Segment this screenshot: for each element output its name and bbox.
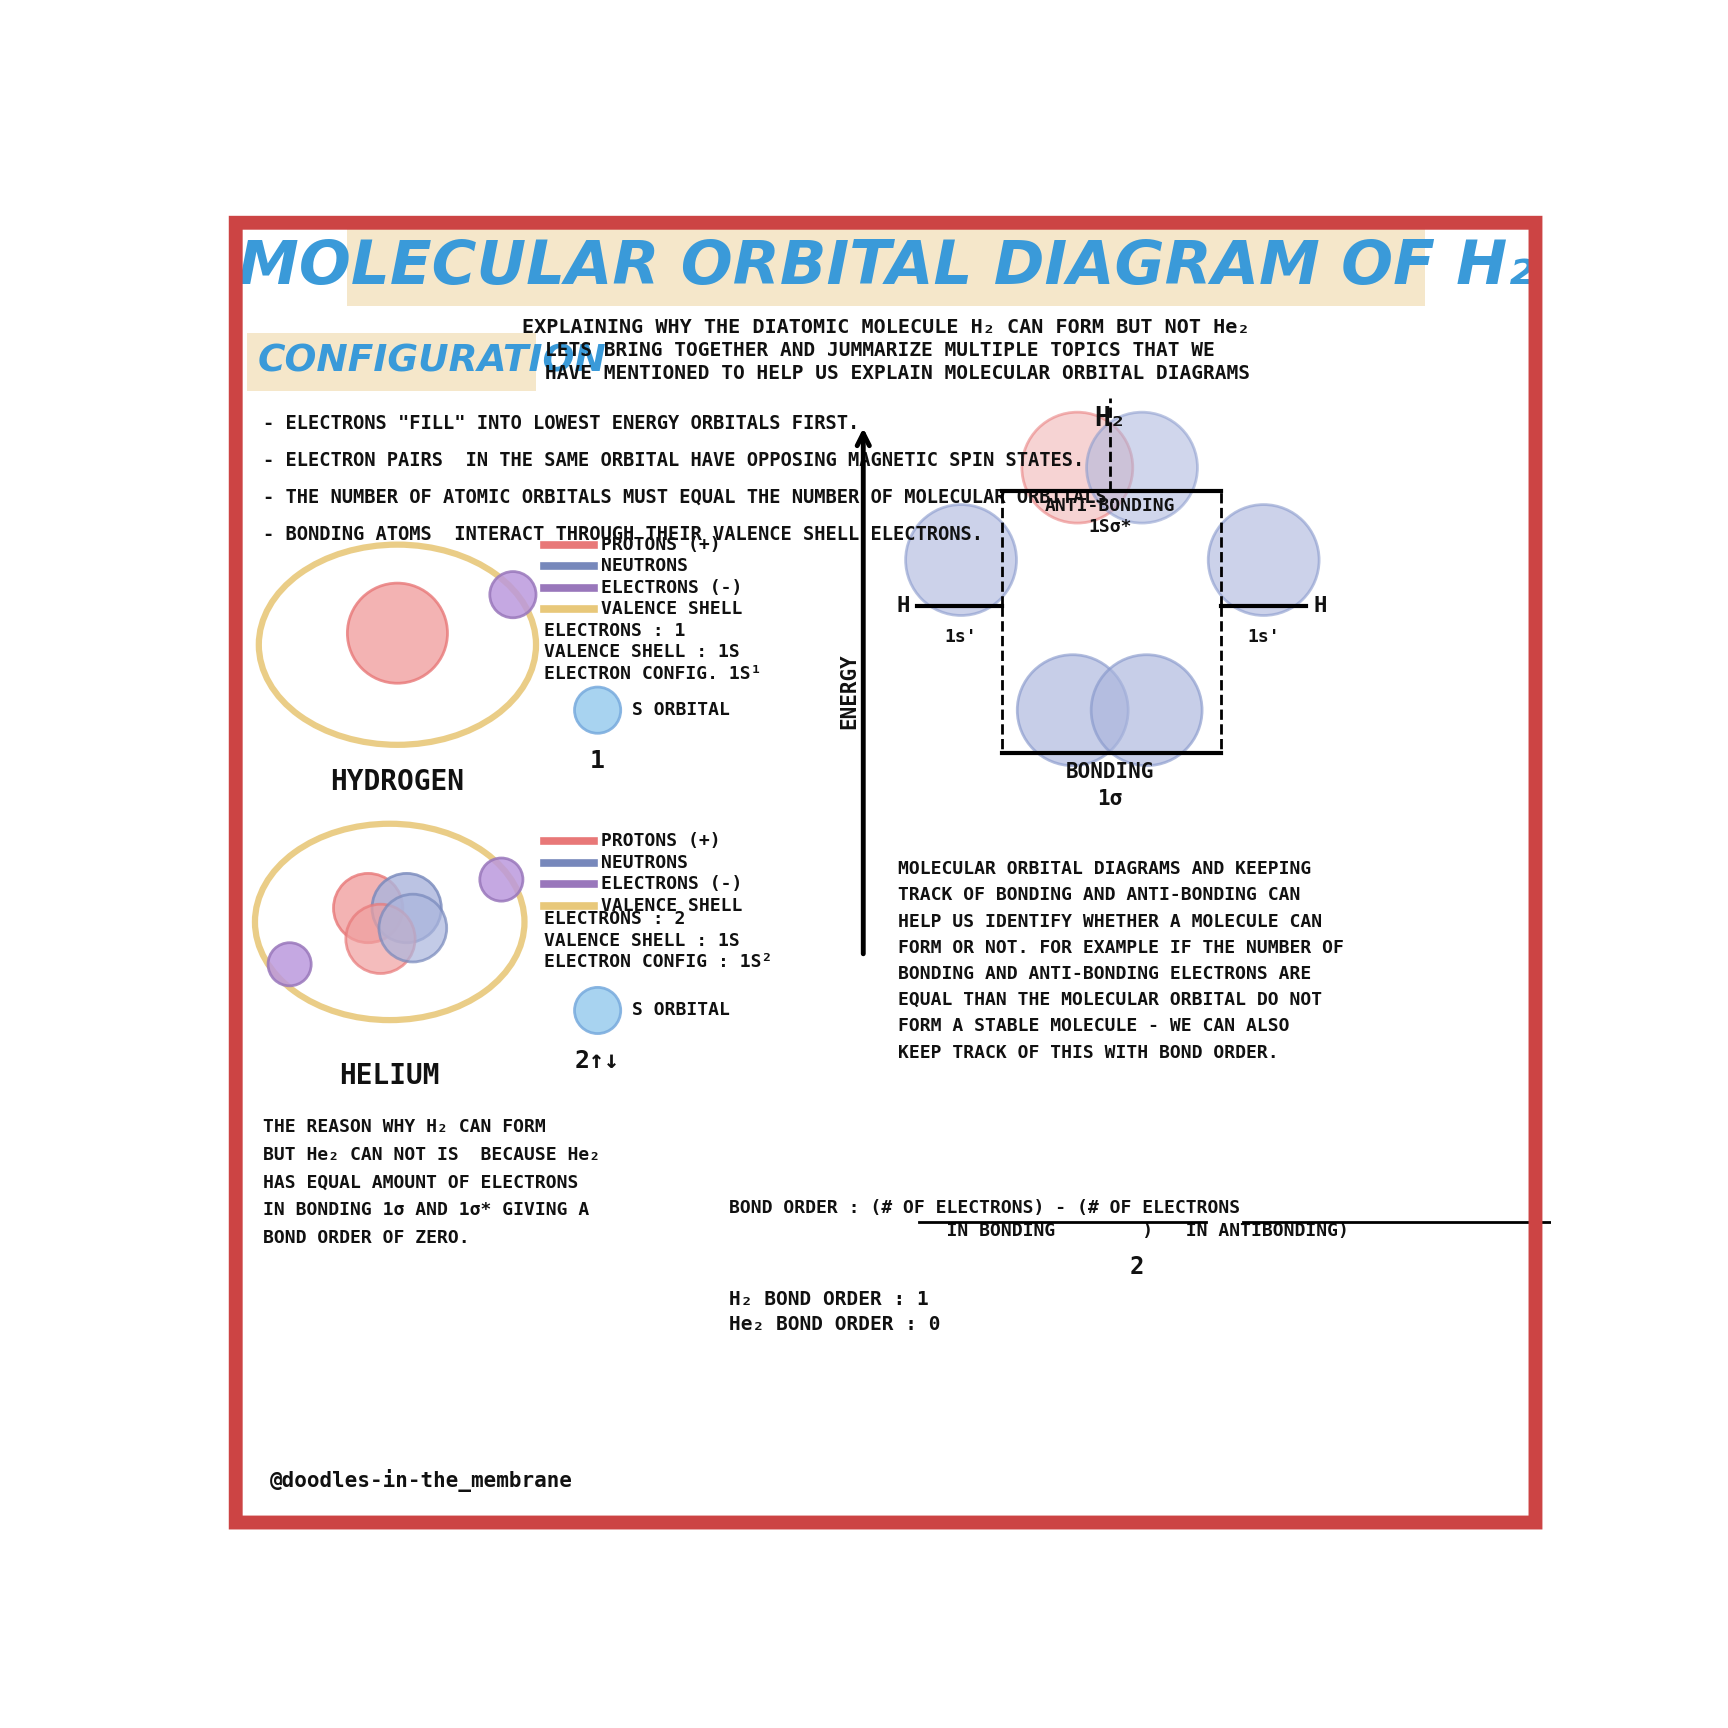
Circle shape bbox=[268, 943, 311, 987]
FancyBboxPatch shape bbox=[247, 334, 536, 391]
Text: TRACK OF BONDING AND ANTI-BONDING CAN: TRACK OF BONDING AND ANTI-BONDING CAN bbox=[899, 886, 1299, 904]
FancyBboxPatch shape bbox=[347, 228, 1426, 306]
Text: H: H bbox=[1313, 596, 1327, 617]
Text: HAS EQUAL AMOUNT OF ELECTRONS: HAS EQUAL AMOUNT OF ELECTRONS bbox=[263, 1173, 579, 1192]
Text: ENERGY: ENERGY bbox=[840, 653, 859, 729]
Text: MOLECULAR ORBITAL DIAGRAM OF H₂: MOLECULAR ORBITAL DIAGRAM OF H₂ bbox=[237, 238, 1533, 297]
Text: NEUTRONS: NEUTRONS bbox=[601, 854, 688, 871]
Text: HYDROGEN: HYDROGEN bbox=[330, 767, 465, 797]
Circle shape bbox=[372, 873, 441, 943]
Text: VALENCE SHELL : 1S: VALENCE SHELL : 1S bbox=[544, 643, 740, 662]
Text: THE REASON WHY H₂ CAN FORM: THE REASON WHY H₂ CAN FORM bbox=[263, 1118, 546, 1137]
Text: H₂ BOND ORDER : 1: H₂ BOND ORDER : 1 bbox=[729, 1291, 928, 1310]
Text: IN BONDING        )   IN ANTIBONDING): IN BONDING ) IN ANTIBONDING) bbox=[729, 1222, 1348, 1241]
Text: @doodles-in-the_membrane: @doodles-in-the_membrane bbox=[270, 1469, 574, 1491]
Text: EXPLAINING WHY THE DIATOMIC MOLECULE H₂ CAN FORM BUT NOT He₂: EXPLAINING WHY THE DIATOMIC MOLECULE H₂ … bbox=[522, 318, 1249, 337]
Text: VALENCE SHELL: VALENCE SHELL bbox=[601, 897, 743, 914]
Text: - ELECTRON PAIRS  IN THE SAME ORBITAL HAVE OPPOSING MAGNETIC SPIN STATES.: - ELECTRON PAIRS IN THE SAME ORBITAL HAV… bbox=[263, 451, 1083, 470]
Circle shape bbox=[346, 904, 415, 973]
Text: PROTONS (+): PROTONS (+) bbox=[601, 833, 721, 850]
Text: H₂: H₂ bbox=[1094, 406, 1125, 432]
Text: NEUTRONS: NEUTRONS bbox=[601, 556, 688, 575]
Text: 2↑↓: 2↑↓ bbox=[575, 1049, 620, 1073]
Text: KEEP TRACK OF THIS WITH BOND ORDER.: KEEP TRACK OF THIS WITH BOND ORDER. bbox=[899, 1044, 1279, 1061]
Circle shape bbox=[1018, 655, 1128, 766]
Text: S ORBITAL: S ORBITAL bbox=[632, 702, 731, 719]
Text: 1Sσ*: 1Sσ* bbox=[1089, 518, 1132, 536]
Text: VALENCE SHELL: VALENCE SHELL bbox=[601, 600, 743, 619]
Text: 1σ: 1σ bbox=[1097, 790, 1121, 809]
Text: - THE NUMBER OF ATOMIC ORBITALS MUST EQUAL THE NUMBER OF MOLECULAR ORBITALS.: - THE NUMBER OF ATOMIC ORBITALS MUST EQU… bbox=[263, 487, 1118, 506]
Text: - BONDING ATOMS  INTERACT THROUGH THEIR VALENCE SHELL ELECTRONS.: - BONDING ATOMS INTERACT THROUGH THEIR V… bbox=[263, 525, 983, 544]
Text: BOND ORDER OF ZERO.: BOND ORDER OF ZERO. bbox=[263, 1229, 470, 1248]
Circle shape bbox=[1087, 413, 1198, 524]
Text: 1s': 1s' bbox=[1248, 627, 1280, 646]
Text: H: H bbox=[897, 596, 909, 617]
Text: 1s': 1s' bbox=[945, 627, 978, 646]
Circle shape bbox=[489, 572, 536, 619]
Text: ELECTRONS (-): ELECTRONS (-) bbox=[601, 874, 743, 893]
Circle shape bbox=[347, 582, 448, 683]
Text: 1: 1 bbox=[591, 748, 605, 772]
Circle shape bbox=[1090, 655, 1203, 766]
Text: ELECTRON CONFIG : 1S²: ELECTRON CONFIG : 1S² bbox=[544, 954, 772, 971]
Text: BOND ORDER : (# OF ELECTRONS) - (# OF ELECTRONS: BOND ORDER : (# OF ELECTRONS) - (# OF EL… bbox=[729, 1199, 1239, 1217]
Text: BONDING AND ANTI-BONDING ELECTRONS ARE: BONDING AND ANTI-BONDING ELECTRONS ARE bbox=[899, 964, 1312, 983]
Circle shape bbox=[905, 505, 1016, 615]
Circle shape bbox=[1208, 505, 1318, 615]
Circle shape bbox=[574, 987, 620, 1033]
Text: PROTONS (+): PROTONS (+) bbox=[601, 536, 721, 553]
Text: - ELECTRONS "FILL" INTO LOWEST ENERGY ORBITALS FIRST.: - ELECTRONS "FILL" INTO LOWEST ENERGY OR… bbox=[263, 413, 859, 432]
Text: VALENCE SHELL : 1S: VALENCE SHELL : 1S bbox=[544, 931, 740, 950]
Text: HELP US IDENTIFY WHETHER A MOLECULE CAN: HELP US IDENTIFY WHETHER A MOLECULE CAN bbox=[899, 912, 1322, 931]
Text: HAVE MENTIONED TO HELP US EXPLAIN MOLECULAR ORBITAL DIAGRAMS: HAVE MENTIONED TO HELP US EXPLAIN MOLECU… bbox=[546, 365, 1251, 384]
Text: LETS BRING TOGETHER AND JUMMARIZE MULTIPLE TOPICS THAT WE: LETS BRING TOGETHER AND JUMMARIZE MULTIP… bbox=[546, 340, 1215, 359]
Text: He₂ BOND ORDER : 0: He₂ BOND ORDER : 0 bbox=[729, 1315, 940, 1334]
Circle shape bbox=[574, 688, 620, 733]
Text: 2: 2 bbox=[1130, 1255, 1144, 1279]
Text: BUT He₂ CAN NOT IS  BECAUSE He₂: BUT He₂ CAN NOT IS BECAUSE He₂ bbox=[263, 1146, 600, 1165]
Text: S ORBITAL: S ORBITAL bbox=[632, 1002, 731, 1020]
Text: CONFIGURATION: CONFIGURATION bbox=[257, 344, 607, 380]
Text: EQUAL THAN THE MOLECULAR ORBITAL DO NOT: EQUAL THAN THE MOLECULAR ORBITAL DO NOT bbox=[899, 992, 1322, 1009]
Text: ELECTRONS : 2: ELECTRONS : 2 bbox=[544, 911, 684, 928]
Text: ELECTRON CONFIG. 1S¹: ELECTRON CONFIG. 1S¹ bbox=[544, 665, 762, 683]
Text: ELECTRONS (-): ELECTRONS (-) bbox=[601, 579, 743, 596]
Text: IN BONDING 1σ AND 1σ* GIVING A: IN BONDING 1σ AND 1σ* GIVING A bbox=[263, 1201, 589, 1220]
Text: ELECTRONS : 1: ELECTRONS : 1 bbox=[544, 622, 684, 639]
Circle shape bbox=[334, 873, 403, 943]
Text: BONDING: BONDING bbox=[1066, 762, 1154, 781]
Text: MOLECULAR ORBITAL DIAGRAMS AND KEEPING: MOLECULAR ORBITAL DIAGRAMS AND KEEPING bbox=[899, 861, 1312, 878]
Text: FORM OR NOT. FOR EXAMPLE IF THE NUMBER OF: FORM OR NOT. FOR EXAMPLE IF THE NUMBER O… bbox=[899, 938, 1344, 957]
Circle shape bbox=[1021, 413, 1134, 524]
Circle shape bbox=[378, 893, 448, 962]
Text: ANTI-BONDING: ANTI-BONDING bbox=[1044, 498, 1175, 515]
Text: FORM A STABLE MOLECULE - WE CAN ALSO: FORM A STABLE MOLECULE - WE CAN ALSO bbox=[899, 1018, 1289, 1035]
Text: HELIUM: HELIUM bbox=[339, 1063, 441, 1090]
Circle shape bbox=[480, 859, 524, 900]
